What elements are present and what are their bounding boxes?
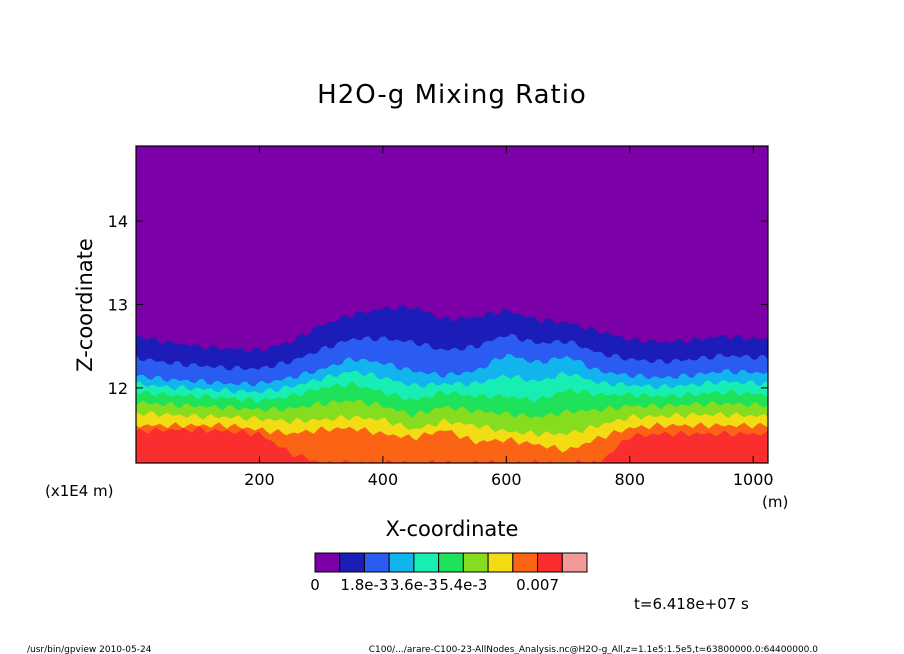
y-axis-unit: (x1E4 m) <box>45 482 114 500</box>
x-tick-label: 1000 <box>733 470 774 489</box>
colorbar-swatch <box>561 552 588 573</box>
x-axis-unit: (m) <box>762 493 788 511</box>
footer-right: C100/.../arare-C100-23-AllNodes_Analysis… <box>369 645 819 654</box>
band-red <box>136 426 768 463</box>
y-tick-label: 13 <box>108 296 128 315</box>
y-axis-label: Z-coordinate <box>73 238 97 372</box>
y-tick-label: 14 <box>108 212 128 231</box>
x-axis-label: X-coordinate <box>386 517 519 541</box>
y-axis: 12 13 14 <box>108 212 768 398</box>
y-tick-label: 12 <box>108 379 128 398</box>
colorbar-tick-label: 0.007 <box>516 576 559 594</box>
colorbar-swatch <box>339 552 365 573</box>
colorbar-swatch <box>388 552 415 573</box>
colorbar-swatch <box>537 552 563 573</box>
footer-left: /usr/bin/gpview 2010-05-24 <box>27 645 152 654</box>
band-orange <box>136 422 768 463</box>
contour-field <box>136 146 768 463</box>
x-tick-label: 200 <box>244 470 275 489</box>
colorbar-tick-label: 1.8e-3 <box>340 576 388 594</box>
x-tick-label: 400 <box>368 470 399 489</box>
colorbar-swatch <box>462 552 489 573</box>
chart-title: H2O-g Mixing Ratio <box>317 80 587 110</box>
colorbar: 0 1.8e-3 3.6e-3 5.4e-3 0.007 <box>310 552 588 594</box>
time-label: t=6.418e+07 s <box>634 595 749 613</box>
colorbar-tick-label: 3.6e-3 <box>390 576 438 594</box>
colorbar-swatch <box>413 552 440 573</box>
colorbar-swatch <box>512 552 539 573</box>
colorbar-swatch <box>438 552 464 573</box>
x-tick-label: 800 <box>614 470 645 489</box>
x-axis: 200 400 600 800 1000 <box>244 146 774 489</box>
colorbar-swatch <box>314 552 341 573</box>
colorbar-tick-label: 0 <box>310 576 320 594</box>
colorbar-swatch <box>487 552 514 573</box>
colorbar-swatch <box>363 552 390 573</box>
colorbar-tick-label: 5.4e-3 <box>439 576 487 594</box>
x-tick-label: 600 <box>491 470 522 489</box>
